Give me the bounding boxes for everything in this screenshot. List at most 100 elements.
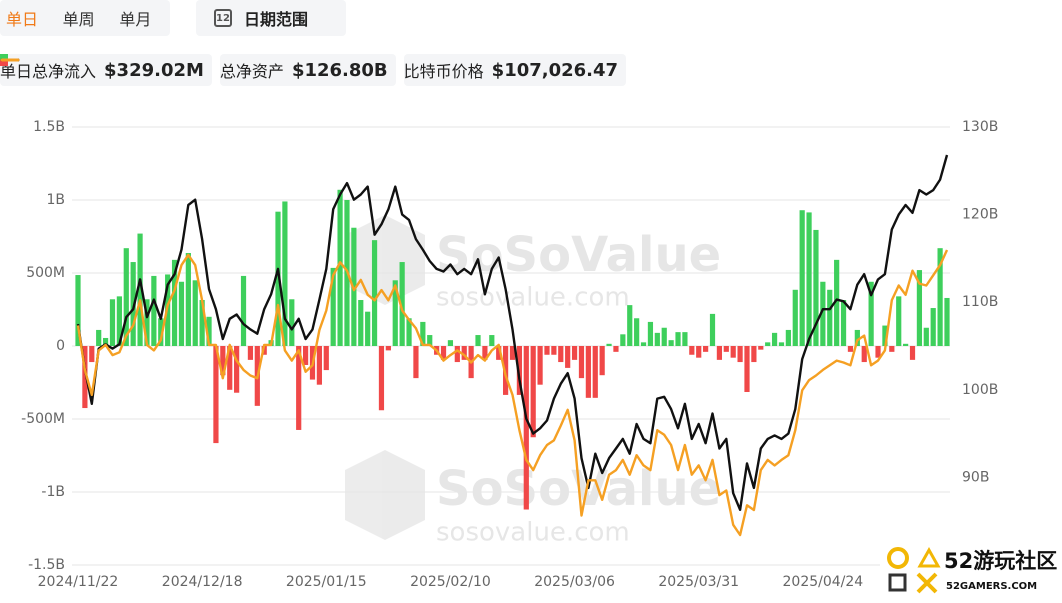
- logo-icon: [916, 572, 938, 594]
- bar: [358, 300, 364, 346]
- legend: 单日总净流入 $329.02M 总净资产 $126.80B 比特币价格 $107,026.…: [0, 54, 627, 86]
- watermark-site: sosovalue.com: [436, 518, 630, 548]
- bar: [496, 346, 502, 360]
- bar: [868, 281, 874, 346]
- watermark-brand: SoSoValue: [436, 227, 721, 283]
- logo-icon: [888, 573, 907, 592]
- bar: [509, 346, 516, 360]
- period-tab[interactable]: 单月: [119, 10, 152, 29]
- x-tick-label: 2024/12/18: [162, 574, 243, 590]
- logo-site: 52GAMERS.COM: [946, 581, 1037, 592]
- legend-item[interactable]: 总净资产 $126.80B: [0, 54, 396, 86]
- logo-icon: [917, 546, 941, 568]
- bar: [696, 346, 702, 358]
- bar: [316, 346, 322, 385]
- y2-tick-label: 100B: [962, 382, 998, 398]
- bar: [606, 343, 612, 346]
- bar: [116, 296, 122, 346]
- plot: -1.5B -1B -500M 0 500M 1B 1.5B 90B 100B 110B 120B 1…: [21, 119, 998, 590]
- legend-name: 单日总净流入: [0, 62, 97, 81]
- bar: [323, 346, 329, 371]
- bar: [385, 346, 391, 351]
- bar: [440, 346, 447, 360]
- bar: [647, 321, 654, 346]
- bar: [806, 212, 812, 346]
- bar: [896, 296, 902, 346]
- bar: [771, 332, 778, 346]
- bar: [178, 281, 185, 346]
- bar: [289, 299, 295, 346]
- legend-item[interactable]: 单日总净流入 $329.02M: [0, 54, 212, 86]
- bar: [420, 321, 426, 346]
- bar: [185, 252, 191, 346]
- bar: [613, 346, 619, 352]
- bar: [840, 300, 847, 346]
- period-tab[interactable]: 单周: [62, 10, 95, 29]
- legend-name: 总净资产: [219, 62, 284, 81]
- line: [76, 249, 949, 537]
- y2-tick-label: 120B: [962, 207, 998, 223]
- bar: [365, 311, 371, 346]
- bar: [909, 346, 916, 360]
- bar: [847, 346, 854, 352]
- legend-item[interactable]: 比特币价格 $107,026.47: [0, 54, 627, 86]
- legend-value: $126.80B: [291, 59, 388, 81]
- bar: [668, 340, 674, 346]
- bar: [240, 275, 247, 346]
- bar: [916, 270, 923, 346]
- bar: [461, 346, 467, 360]
- bar: [406, 318, 412, 346]
- bar: [206, 316, 212, 346]
- bar: [378, 346, 385, 411]
- bar: [275, 211, 281, 346]
- bar: [475, 335, 481, 346]
- bar: [571, 346, 578, 360]
- bar: [482, 346, 488, 360]
- bar: [827, 289, 833, 346]
- bar: [675, 332, 681, 346]
- bar: [654, 332, 660, 346]
- bar: [296, 346, 302, 430]
- y-tick-label: -1.5B: [28, 557, 65, 573]
- bar: [330, 267, 336, 346]
- watermark-icon: [345, 450, 425, 540]
- bar: [96, 329, 102, 346]
- bar: [944, 297, 950, 346]
- bar: [447, 340, 454, 346]
- legend-marker: [0, 58, 20, 62]
- bar: [89, 346, 95, 363]
- bar: [399, 262, 405, 346]
- bar: [778, 342, 785, 346]
- bar: [661, 327, 667, 346]
- bar: [758, 346, 764, 350]
- bar: [109, 299, 116, 346]
- y-tick-label: 500M: [26, 265, 65, 281]
- bar: [820, 281, 826, 346]
- bar: [144, 299, 150, 346]
- bar: [592, 346, 598, 398]
- calendar-icon: 12: [214, 9, 232, 27]
- y-tick-label: -1B: [41, 484, 65, 500]
- y-tick-label: 0: [56, 338, 65, 354]
- bar: [640, 342, 647, 346]
- bar: [875, 346, 881, 358]
- bar: [213, 346, 219, 444]
- bar: [158, 318, 164, 346]
- watermark-site: sosovalue.com: [436, 283, 630, 313]
- bar: [544, 346, 550, 355]
- bar: [247, 346, 254, 360]
- bar: [454, 346, 460, 363]
- bar: [889, 346, 895, 352]
- bar: [199, 300, 205, 346]
- date-range-button[interactable]: 12 日期范围: [196, 0, 346, 36]
- bar: [709, 313, 716, 346]
- bar: [123, 248, 129, 346]
- bar: [537, 346, 543, 385]
- legend-swatch: [0, 60, 8, 66]
- period-tab[interactable]: 单日: [6, 10, 39, 29]
- bar: [530, 346, 536, 438]
- bar: [75, 275, 81, 346]
- bar: [516, 346, 522, 395]
